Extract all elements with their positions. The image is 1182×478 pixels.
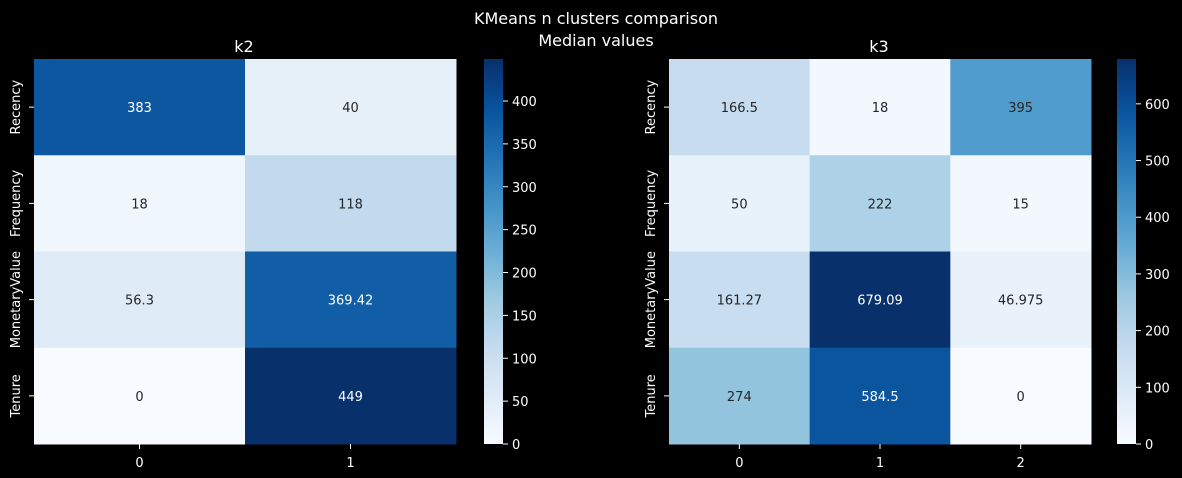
cell-annotation-k2-r0-c0: 383 [127, 101, 152, 116]
figure-subtitle: Median values [538, 31, 653, 50]
colorbar-tick-label-k3-0: 0 [1145, 438, 1153, 453]
colorbar-k3 [1117, 59, 1136, 444]
colorbar-tick-label-k3-6: 600 [1145, 98, 1170, 113]
chart-title-k3: k3 [869, 37, 888, 56]
cell-annotation-k2-r1-c0: 18 [131, 197, 148, 212]
colorbar-tick-label-k3-5: 500 [1145, 155, 1170, 170]
colorbar-tick-label-k3-3: 300 [1145, 268, 1170, 283]
cell-annotation-k3-r3-c2: 0 [1017, 390, 1025, 405]
heatmap-cell-k2-r2-c1 [245, 251, 457, 349]
heatmap-cell-k2-r3-c0 [34, 347, 246, 445]
cell-annotation-k2-r3-c0: 0 [135, 390, 143, 405]
colorbar-tick-label-k2-0: 0 [512, 438, 520, 453]
heatmap-cell-k3-r1-c0 [669, 155, 811, 252]
cell-annotation-k3-r1-c0: 50 [731, 197, 748, 212]
colorbar-tick-label-k3-1: 100 [1145, 381, 1170, 396]
heatmap-k3: k3 166.5 18 395 50 222 15 161.27 679.09 46.975 27… [644, 37, 1170, 471]
x-tick-label-k3-2: 2 [1017, 456, 1025, 471]
x-tick-label-k3-0: 0 [735, 456, 743, 471]
heatmap-cell-k3-r1-c2 [950, 155, 1092, 252]
cell-annotation-k3-r0-c2: 395 [1008, 101, 1033, 116]
heatmap-cell-k3-r1-c1 [809, 155, 951, 252]
colorbar-tick-label-k2-7: 350 [512, 138, 537, 153]
colorbar-tick-label-k2-8: 400 [512, 95, 537, 110]
colorbar-tick-label-k2-1: 50 [512, 395, 529, 410]
heatmap-cell-k3-r2-c0 [669, 251, 811, 349]
heatmap-cell-k2-r1-c1 [245, 155, 457, 252]
heatmap-k2: k2 383 40 18 118 56.3 369.42 0 449 0 1 Recency Freq… [9, 37, 537, 471]
chart-title-k2: k2 [234, 37, 253, 56]
heatmap-cell-k3-r0-c0 [669, 59, 811, 156]
heatmap-cell-k2-r3-c1 [245, 347, 457, 445]
colorbar-k2 [484, 59, 503, 444]
heatmap-cell-k3-r3-c2 [950, 347, 1092, 445]
colorbar-tick-label-k3-4: 400 [1145, 211, 1170, 226]
heatmap-cell-k3-r0-c2 [950, 59, 1092, 156]
y-tick-label-k2-2: MonetaryValue [9, 251, 24, 348]
y-tick-label-k3-3: Tenure [644, 374, 659, 418]
figure-title: KMeans n clusters comparison [474, 9, 718, 28]
cell-annotation-k3-r3-c0: 274 [727, 390, 752, 405]
colorbar-tick-label-k2-4: 200 [512, 267, 537, 282]
colorbar-tick-label-k2-2: 100 [512, 352, 537, 367]
heatmap-cell-k3-r3-c0 [669, 347, 811, 445]
cell-annotation-k3-r0-c0: 166.5 [721, 101, 758, 116]
cell-annotation-k3-r2-c0: 161.27 [717, 294, 763, 309]
cell-annotation-k3-r1-c1: 222 [868, 197, 893, 212]
x-tick-label-k2-0: 0 [135, 456, 143, 471]
heatmap-cell-k3-r3-c1 [809, 347, 951, 445]
heatmap-cell-k3-r0-c1 [809, 59, 951, 156]
colorbar-tick-label-k2-3: 150 [512, 309, 537, 324]
y-tick-label-k3-0: Recency [644, 79, 659, 134]
heatmap-cell-k2-r1-c0 [34, 155, 246, 252]
cell-annotation-k2-r1-c1: 118 [338, 197, 363, 212]
colorbar-tick-label-k2-5: 250 [512, 224, 537, 239]
cell-annotation-k3-r3-c1: 584.5 [861, 390, 898, 405]
heatmap-cell-k3-r2-c2 [950, 251, 1092, 349]
cell-annotation-k2-r2-c0: 56.3 [125, 294, 154, 309]
y-tick-label-k2-3: Tenure [9, 374, 24, 418]
y-tick-label-k2-0: Recency [9, 79, 24, 134]
heatmap-cell-k2-r2-c0 [34, 251, 246, 349]
y-tick-label-k3-2: MonetaryValue [644, 251, 659, 348]
cell-annotation-k3-r1-c2: 15 [1012, 197, 1029, 212]
heatmap-cell-k2-r0-c0 [34, 59, 246, 156]
colorbar-tick-label-k3-2: 200 [1145, 325, 1170, 340]
cell-annotation-k2-r3-c1: 449 [338, 390, 363, 405]
cell-annotation-k2-r2-c1: 369.42 [328, 294, 374, 309]
colorbar-tick-label-k2-6: 300 [512, 181, 537, 196]
x-tick-label-k2-1: 1 [346, 456, 354, 471]
y-tick-label-k2-1: Frequency [9, 169, 24, 236]
cell-annotation-k3-r2-c2: 46.975 [998, 294, 1044, 309]
heatmap-cell-k3-r2-c1 [809, 251, 951, 349]
cell-annotation-k3-r0-c1: 18 [872, 101, 889, 116]
y-tick-label-k3-1: Frequency [644, 169, 659, 236]
cell-annotation-k2-r0-c1: 40 [342, 101, 359, 116]
heatmap-cell-k2-r0-c1 [245, 59, 457, 156]
x-tick-label-k3-1: 1 [876, 456, 884, 471]
cell-annotation-k3-r2-c1: 679.09 [857, 294, 903, 309]
